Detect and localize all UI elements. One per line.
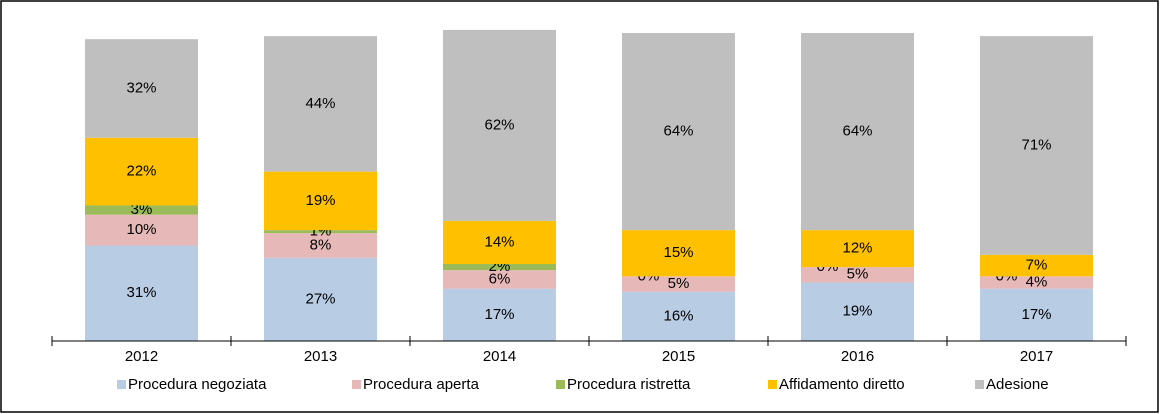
legend-label: Procedura aperta: [363, 376, 480, 393]
legend-swatch: [352, 380, 361, 389]
x-tick-label: 2013: [304, 348, 337, 365]
data-label: 17%: [1021, 306, 1051, 323]
legend-label: Affidamento diretto: [779, 376, 905, 393]
legend-swatch: [117, 380, 126, 389]
bar-segment: [980, 254, 1093, 277]
bar-segment: [264, 257, 377, 341]
legend-swatch: [556, 380, 565, 389]
x-tick-label: 2016: [841, 348, 874, 365]
data-label: 17%: [484, 306, 514, 323]
data-label: 27%: [305, 290, 335, 307]
bar-segment: [622, 276, 735, 292]
bar-segment: [801, 230, 914, 268]
data-label: 31%: [126, 284, 156, 301]
bar-segment: [443, 288, 556, 341]
data-label: 64%: [663, 123, 693, 140]
data-label: 32%: [126, 79, 156, 96]
bar-segment: [443, 270, 556, 289]
data-label: 16%: [663, 307, 693, 324]
legend-swatch: [975, 380, 984, 389]
data-label: 19%: [305, 192, 335, 209]
bar-segment: [443, 264, 556, 271]
bar-segment: [264, 233, 377, 258]
bar-segment: [980, 288, 1093, 341]
bar-segment: [980, 36, 1093, 255]
data-label: 19%: [842, 303, 872, 320]
bar-segment: [85, 214, 198, 246]
data-label: 4%: [1026, 273, 1048, 290]
bar-segment: [622, 230, 735, 277]
data-label: 5%: [668, 275, 690, 292]
data-label: 5%: [847, 266, 869, 283]
data-label: 12%: [842, 240, 872, 257]
legend-label: Procedura ristretta: [567, 376, 691, 393]
bar-segment: [264, 230, 377, 234]
legend-label: Adesione: [986, 376, 1049, 393]
bar-segment: [801, 282, 914, 341]
data-label: 7%: [1026, 257, 1048, 274]
bar-segment: [801, 33, 914, 231]
bar-segment: [980, 276, 1093, 289]
bar-segment: [85, 205, 198, 215]
data-label: 62%: [484, 116, 514, 133]
bar-segment: [622, 291, 735, 341]
data-label: 44%: [305, 95, 335, 112]
x-tick-label: 2012: [125, 348, 158, 365]
bar-segment: [443, 220, 556, 264]
bar-segment: [443, 29, 556, 221]
bar-segment: [85, 245, 198, 341]
x-tick-label: 2017: [1020, 348, 1053, 365]
data-label: 8%: [310, 236, 332, 253]
bar-segment: [264, 36, 377, 172]
data-label: 71%: [1021, 136, 1051, 153]
bar-segment: [622, 33, 735, 231]
data-label: 64%: [842, 123, 872, 140]
bar-segment: [801, 267, 914, 283]
legend-swatch: [768, 380, 777, 389]
data-label: 6%: [489, 270, 511, 287]
legend-label: Procedura negoziata: [128, 376, 267, 393]
bar-segment: [85, 39, 198, 138]
data-label: 15%: [663, 244, 693, 261]
x-tick-label: 2014: [483, 348, 516, 365]
bar-segment: [85, 137, 198, 206]
x-tick-label: 2015: [662, 348, 695, 365]
data-label: 10%: [126, 221, 156, 238]
bar-segment: [264, 171, 377, 231]
data-label: 22%: [126, 163, 156, 180]
data-label: 14%: [484, 233, 514, 250]
